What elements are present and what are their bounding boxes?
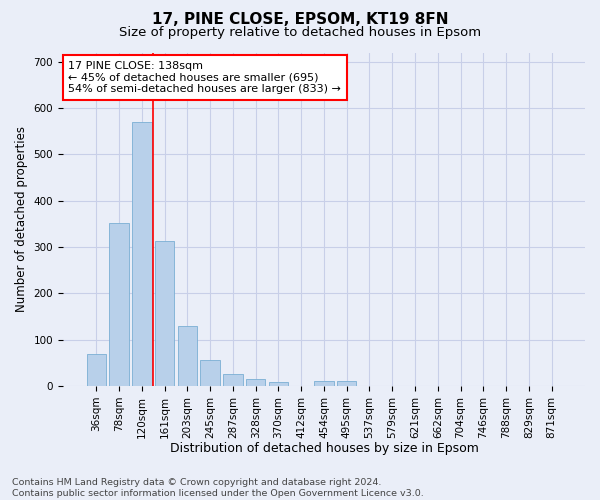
Text: 17, PINE CLOSE, EPSOM, KT19 8FN: 17, PINE CLOSE, EPSOM, KT19 8FN	[152, 12, 448, 28]
Bar	[200, 360, 220, 386]
Text: 17 PINE CLOSE: 138sqm
← 45% of detached houses are smaller (695)
54% of semi-det: 17 PINE CLOSE: 138sqm ← 45% of detached …	[68, 61, 341, 94]
Text: Contains HM Land Registry data © Crown copyright and database right 2024.
Contai: Contains HM Land Registry data © Crown c…	[12, 478, 424, 498]
Text: Size of property relative to detached houses in Epsom: Size of property relative to detached ho…	[119, 26, 481, 39]
Y-axis label: Number of detached properties: Number of detached properties	[15, 126, 28, 312]
Bar	[314, 382, 334, 386]
Bar	[178, 326, 197, 386]
Bar	[132, 122, 152, 386]
X-axis label: Distribution of detached houses by size in Epsom: Distribution of detached houses by size …	[170, 442, 478, 455]
Bar	[86, 354, 106, 386]
Bar	[337, 382, 356, 386]
Bar	[269, 382, 288, 386]
Bar	[223, 374, 242, 386]
Bar	[109, 223, 129, 386]
Bar	[155, 241, 174, 386]
Bar	[246, 379, 265, 386]
